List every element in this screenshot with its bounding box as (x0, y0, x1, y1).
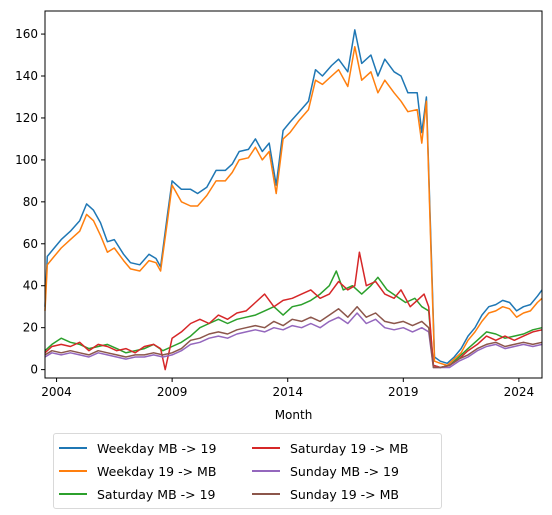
legend: Weekday MB -> 19 Weekday 19 -> MB Saturday… (53, 433, 442, 509)
legend-swatch (252, 447, 280, 449)
legend-swatch (59, 447, 87, 449)
y-tick-label: 80 (23, 195, 38, 209)
y-tick-label: 60 (23, 237, 38, 251)
x-tick-label: 2019 (388, 385, 419, 399)
y-axis: 0 20 40 60 80 100 120 140 160 (15, 27, 45, 377)
y-tick-label: 0 (30, 363, 38, 377)
x-tick-label: 2014 (272, 385, 303, 399)
x-axis-title: Month (275, 408, 313, 422)
plot-frame (44, 10, 543, 379)
x-tick-label: 2004 (41, 385, 72, 399)
legend-label: Saturday MB -> 19 (97, 486, 216, 502)
legend-swatch (59, 470, 87, 472)
legend-item: Weekday 19 -> MB (59, 462, 216, 480)
legend-item: Weekday MB -> 19 (59, 439, 216, 457)
series-line-2 (44, 270, 543, 369)
legend-label: Sunday 19 -> MB (290, 486, 399, 502)
x-tick-label: 2024 (504, 385, 535, 399)
series-line-3 (44, 251, 543, 371)
y-tick-label: 160 (15, 27, 38, 41)
series-line-4 (44, 312, 543, 369)
y-tick-label: 140 (15, 69, 38, 83)
series-line-5 (44, 305, 543, 369)
legend-label: Saturday 19 -> MB (290, 440, 409, 456)
legend-label: Weekday 19 -> MB (97, 463, 217, 479)
x-axis: 2004 2009 2014 2019 2024 (41, 378, 534, 399)
y-tick-label: 20 (23, 321, 38, 335)
legend-item: Saturday MB -> 19 (59, 485, 216, 503)
legend-item: Sunday MB -> 19 (252, 462, 399, 480)
legend-item: Sunday 19 -> MB (252, 485, 399, 503)
x-tick-label: 2009 (157, 385, 188, 399)
series-layer (44, 29, 543, 371)
legend-swatch (59, 493, 87, 495)
y-tick-label: 40 (23, 279, 38, 293)
legend-label: Sunday MB -> 19 (290, 463, 399, 479)
legend-swatch (252, 470, 280, 472)
y-tick-label: 100 (15, 153, 38, 167)
legend-swatch (252, 493, 280, 495)
y-tick-label: 120 (15, 111, 38, 125)
series-line-0 (44, 29, 543, 365)
legend-label: Weekday MB -> 19 (97, 440, 217, 456)
legend-item: Saturday 19 -> MB (252, 439, 409, 457)
series-line-1 (44, 45, 543, 367)
